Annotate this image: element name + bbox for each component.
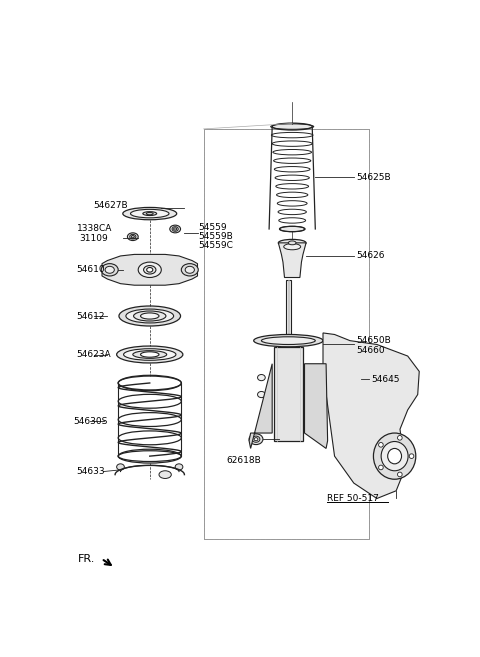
Text: 54623A: 54623A	[77, 350, 111, 359]
Ellipse shape	[312, 374, 319, 380]
Text: REF 50-517: REF 50-517	[327, 494, 379, 503]
Ellipse shape	[278, 239, 306, 246]
Ellipse shape	[147, 267, 153, 272]
Ellipse shape	[144, 265, 156, 274]
Text: 31109: 31109	[80, 234, 108, 242]
Text: 54650B: 54650B	[356, 336, 391, 345]
Text: 54610: 54610	[77, 265, 105, 275]
Polygon shape	[249, 364, 272, 449]
Ellipse shape	[381, 442, 408, 471]
Ellipse shape	[181, 263, 198, 276]
Polygon shape	[323, 333, 419, 499]
Text: 54660: 54660	[356, 346, 385, 355]
Ellipse shape	[185, 266, 194, 273]
Bar	[204, 129, 369, 539]
Ellipse shape	[254, 438, 258, 441]
Ellipse shape	[387, 386, 396, 392]
Text: 54633: 54633	[77, 467, 105, 476]
Bar	[286, 280, 291, 337]
Ellipse shape	[172, 227, 178, 231]
Text: 54645: 54645	[372, 374, 400, 384]
Text: 54559C: 54559C	[198, 241, 233, 250]
Ellipse shape	[284, 244, 300, 250]
Ellipse shape	[262, 337, 315, 344]
Ellipse shape	[170, 225, 180, 233]
Ellipse shape	[105, 266, 114, 273]
Text: 54626: 54626	[356, 252, 384, 260]
Ellipse shape	[131, 210, 169, 218]
Polygon shape	[304, 364, 328, 449]
Text: 54612: 54612	[77, 311, 105, 321]
Ellipse shape	[174, 228, 177, 230]
Bar	[274, 347, 303, 441]
Ellipse shape	[143, 212, 156, 215]
Text: 62618B: 62618B	[227, 456, 262, 465]
Ellipse shape	[258, 374, 265, 380]
Ellipse shape	[133, 351, 167, 358]
Ellipse shape	[119, 306, 180, 326]
Ellipse shape	[312, 392, 319, 397]
Ellipse shape	[379, 443, 383, 447]
Ellipse shape	[258, 392, 265, 397]
Ellipse shape	[141, 313, 159, 319]
Ellipse shape	[123, 208, 177, 219]
Ellipse shape	[279, 226, 305, 232]
Ellipse shape	[138, 262, 161, 277]
Polygon shape	[278, 243, 306, 277]
Text: 54625B: 54625B	[356, 173, 391, 182]
Bar	[204, 129, 369, 539]
Ellipse shape	[130, 235, 136, 239]
Ellipse shape	[131, 236, 134, 238]
Text: 54627B: 54627B	[94, 202, 128, 210]
Ellipse shape	[388, 449, 402, 464]
Text: 54630S: 54630S	[73, 417, 108, 426]
Ellipse shape	[133, 311, 166, 321]
Ellipse shape	[141, 351, 159, 357]
Ellipse shape	[117, 346, 183, 363]
Ellipse shape	[409, 454, 414, 459]
Ellipse shape	[397, 472, 402, 477]
Ellipse shape	[249, 434, 263, 445]
Text: 54559B: 54559B	[198, 232, 233, 241]
Ellipse shape	[252, 436, 260, 442]
Polygon shape	[102, 254, 197, 285]
Ellipse shape	[146, 212, 153, 215]
Ellipse shape	[127, 233, 138, 240]
Ellipse shape	[379, 465, 383, 470]
Ellipse shape	[126, 309, 174, 323]
Ellipse shape	[123, 349, 176, 360]
Text: 1338CA: 1338CA	[77, 225, 112, 233]
Ellipse shape	[288, 241, 296, 245]
Ellipse shape	[117, 464, 124, 470]
Ellipse shape	[159, 471, 171, 478]
Ellipse shape	[254, 334, 323, 347]
Ellipse shape	[373, 433, 416, 479]
Ellipse shape	[272, 123, 312, 130]
Ellipse shape	[397, 436, 402, 440]
Ellipse shape	[175, 464, 183, 470]
Text: FR.: FR.	[78, 554, 96, 564]
Ellipse shape	[101, 263, 118, 276]
Text: 54559: 54559	[198, 223, 227, 232]
